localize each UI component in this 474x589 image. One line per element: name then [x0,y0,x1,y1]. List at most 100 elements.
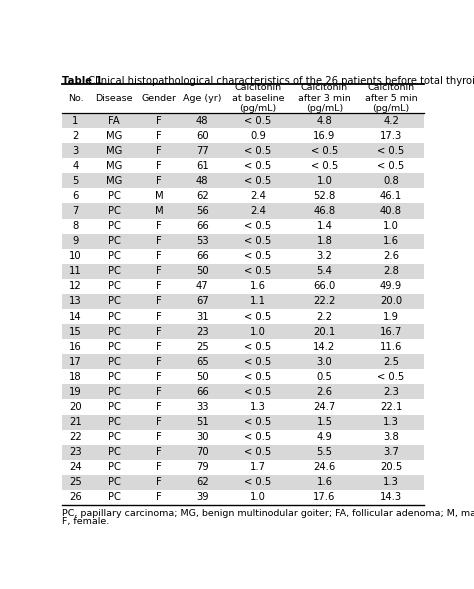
Text: 5.5: 5.5 [317,447,332,457]
Text: 79: 79 [196,462,209,472]
Text: Calcitonin
at baseline
(pg/mL): Calcitonin at baseline (pg/mL) [232,84,284,113]
Text: F: F [156,327,162,336]
Text: 67: 67 [196,296,209,306]
Text: < 0.5: < 0.5 [244,236,272,246]
Text: 3: 3 [73,145,79,155]
Text: M: M [155,191,164,201]
Text: 49.9: 49.9 [380,282,402,292]
Text: 1.0: 1.0 [383,221,399,231]
Text: F: F [156,387,162,397]
Text: Calcitonin
after 3 min
(pg/mL): Calcitonin after 3 min (pg/mL) [298,84,351,113]
Text: PC: PC [108,312,120,322]
Text: 6: 6 [73,191,79,201]
Text: 2.6: 2.6 [383,252,399,262]
Text: F: F [156,176,162,186]
Text: F: F [156,357,162,367]
Text: 1.4: 1.4 [317,221,332,231]
Text: 48: 48 [196,176,209,186]
Text: PC, papillary carcinoma; MG, benign multinodular goiter; FA, follicular adenoma;: PC, papillary carcinoma; MG, benign mult… [62,509,474,518]
Text: 8: 8 [73,221,79,231]
Text: PC: PC [108,357,120,367]
Text: 5.4: 5.4 [317,266,332,276]
Text: 3.7: 3.7 [383,447,399,457]
Text: 4.9: 4.9 [317,432,332,442]
Bar [62,264,424,279]
Text: 2.8: 2.8 [383,266,399,276]
Text: 19: 19 [69,387,82,397]
Text: F: F [156,221,162,231]
Bar [62,143,424,158]
Text: 3.8: 3.8 [383,432,399,442]
Text: PC: PC [108,221,120,231]
Text: < 0.5: < 0.5 [244,447,272,457]
Text: 16.9: 16.9 [313,131,336,141]
Text: F: F [156,115,162,125]
Text: 50: 50 [196,372,209,382]
Text: Disease: Disease [95,94,133,103]
Text: 2: 2 [73,131,79,141]
Text: 50: 50 [196,266,209,276]
Text: PC: PC [108,417,120,427]
Bar [62,234,424,249]
Text: PC: PC [108,266,120,276]
Text: 13: 13 [69,296,82,306]
Text: < 0.5: < 0.5 [244,266,272,276]
Text: FA: FA [108,115,120,125]
Text: < 0.5: < 0.5 [244,417,272,427]
Text: F: F [156,236,162,246]
Text: F: F [156,312,162,322]
Text: 1.6: 1.6 [250,282,266,292]
Text: 52.8: 52.8 [313,191,336,201]
Text: 48: 48 [196,115,209,125]
Text: 40.8: 40.8 [380,206,402,216]
Text: 23: 23 [69,447,82,457]
Text: F: F [156,417,162,427]
Text: 1.0: 1.0 [317,176,332,186]
Text: MG: MG [106,176,122,186]
Text: PC: PC [108,236,120,246]
Bar [62,219,424,234]
Text: 11.6: 11.6 [380,342,402,352]
Text: 1.6: 1.6 [317,477,332,487]
Text: < 0.5: < 0.5 [244,477,272,487]
Text: Gender: Gender [142,94,177,103]
Text: PC: PC [108,492,120,502]
Text: < 0.5: < 0.5 [377,145,405,155]
Text: F: F [156,131,162,141]
Text: F: F [156,252,162,262]
Bar [62,324,424,339]
Text: 16.7: 16.7 [380,327,402,336]
Text: 2.6: 2.6 [317,387,332,397]
Text: < 0.5: < 0.5 [244,342,272,352]
Text: F: F [156,296,162,306]
Text: 26: 26 [69,492,82,502]
Bar [62,354,424,369]
Text: < 0.5: < 0.5 [244,161,272,171]
Text: 2.4: 2.4 [250,191,266,201]
Text: 1.3: 1.3 [383,477,399,487]
Text: PC: PC [108,462,120,472]
Bar [62,294,424,309]
Text: 10: 10 [69,252,82,262]
Text: 31: 31 [196,312,209,322]
Text: F: F [156,282,162,292]
Text: 1.6: 1.6 [383,236,399,246]
Text: 20.1: 20.1 [313,327,336,336]
Bar [62,173,424,188]
Text: 17.3: 17.3 [380,131,402,141]
Text: < 0.5: < 0.5 [311,145,338,155]
Text: 61: 61 [196,161,209,171]
Text: 1.0: 1.0 [250,492,266,502]
Text: 46.8: 46.8 [313,206,336,216]
Text: Age (yr): Age (yr) [183,94,221,103]
Text: 66: 66 [196,252,209,262]
Text: 25: 25 [196,342,209,352]
Text: 1.3: 1.3 [250,402,266,412]
Text: PC: PC [108,477,120,487]
Text: < 0.5: < 0.5 [311,161,338,171]
Text: 22: 22 [69,432,82,442]
Text: 2.3: 2.3 [383,387,399,397]
Bar [62,113,424,128]
Text: 20.5: 20.5 [380,462,402,472]
Text: 7: 7 [73,206,79,216]
